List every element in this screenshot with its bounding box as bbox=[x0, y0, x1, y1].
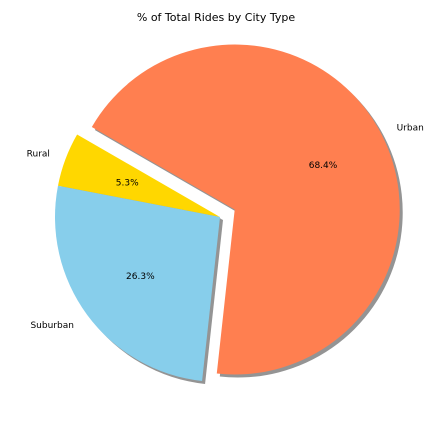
slice-pct-suburban: 26.3% bbox=[126, 272, 155, 282]
slice-label-rural: Rural bbox=[27, 150, 50, 160]
slice-urban bbox=[91, 44, 400, 375]
slice-pct-rural: 5.3% bbox=[116, 178, 139, 188]
chart-title: % of Total Rides by City Type bbox=[137, 11, 295, 24]
slices bbox=[54, 44, 400, 382]
slice-pct-urban: 68.4% bbox=[309, 161, 338, 171]
slice-labels: Rural 5.3% Suburban 26.3% Urban 68.4% bbox=[27, 123, 424, 330]
slice-rural bbox=[57, 134, 220, 217]
slice-suburban bbox=[54, 185, 220, 382]
slice-label-suburban: Suburban bbox=[30, 321, 73, 331]
slice-label-urban: Urban bbox=[397, 123, 424, 133]
